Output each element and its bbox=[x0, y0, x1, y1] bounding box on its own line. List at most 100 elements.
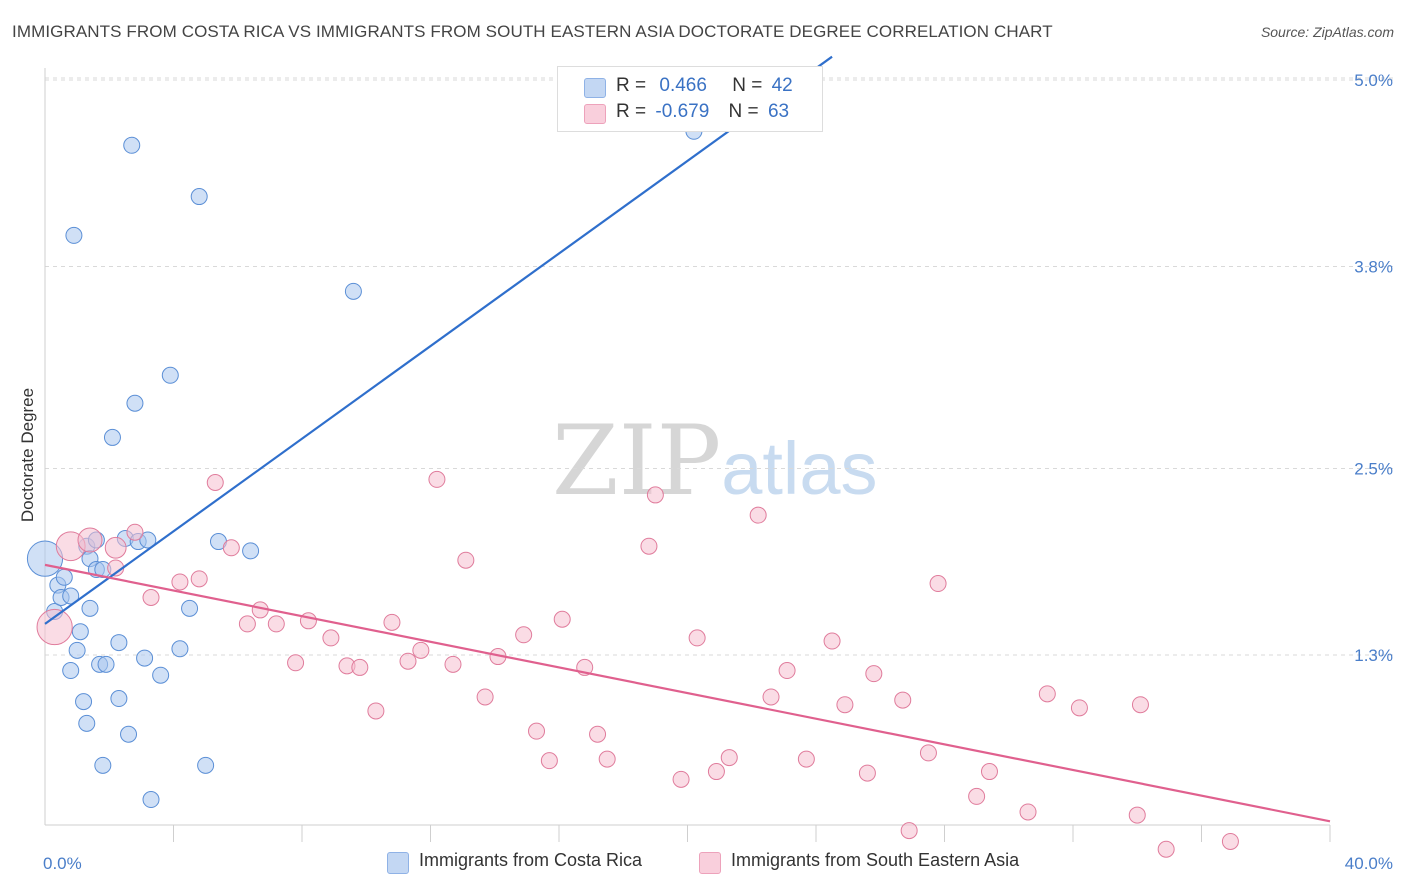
data-point-costa-rica bbox=[190, 188, 208, 206]
data-point-se-asia bbox=[980, 763, 998, 781]
grid-lines bbox=[45, 77, 1395, 656]
data-point-se-asia bbox=[367, 702, 385, 720]
data-point-se-asia bbox=[399, 652, 417, 670]
data-point-costa-rica bbox=[110, 690, 128, 708]
data-point-se-asia bbox=[1038, 685, 1056, 703]
legend-n-label: N = bbox=[728, 101, 759, 122]
data-point-costa-rica bbox=[62, 587, 80, 605]
data-point-se-asia bbox=[1128, 806, 1146, 824]
data-point-se-asia bbox=[104, 536, 127, 559]
data-point-costa-rica bbox=[97, 655, 115, 673]
series-legend: Immigrants from Costa Rica Immigrants fr… bbox=[0, 850, 1406, 878]
watermark-zip: ZIP bbox=[552, 405, 722, 517]
data-point-se-asia bbox=[762, 688, 780, 706]
data-point-se-asia bbox=[444, 655, 462, 673]
data-point-se-asia bbox=[968, 787, 986, 805]
legend-r-label: R = bbox=[616, 101, 647, 122]
data-point-se-asia bbox=[1157, 840, 1175, 858]
y-tick-label: 3.8% bbox=[1354, 257, 1393, 276]
data-point-costa-rica bbox=[110, 634, 128, 652]
data-point-costa-rica bbox=[65, 226, 83, 244]
series-swatch-se-asia bbox=[699, 852, 721, 874]
data-point-se-asia bbox=[190, 570, 208, 588]
data-point-costa-rica bbox=[62, 662, 80, 680]
data-point-se-asia bbox=[287, 654, 305, 672]
axes bbox=[44, 68, 1331, 842]
data-point-se-asia bbox=[929, 575, 947, 593]
data-point-costa-rica bbox=[161, 366, 179, 384]
data-point-costa-rica bbox=[81, 599, 99, 617]
data-point-se-asia bbox=[238, 615, 256, 633]
data-point-costa-rica bbox=[126, 394, 144, 412]
data-point-se-asia bbox=[476, 688, 494, 706]
data-point-se-asia bbox=[428, 470, 446, 488]
data-point-costa-rica bbox=[142, 791, 160, 809]
data-point-costa-rica bbox=[197, 756, 215, 774]
data-point-se-asia bbox=[126, 523, 144, 541]
trend-line-costa-rica bbox=[44, 55, 833, 625]
data-point-se-asia bbox=[457, 551, 475, 569]
legend: R = 0.466 N = 42 R = -0.679 N = 63 bbox=[557, 66, 823, 132]
data-point-se-asia bbox=[919, 744, 937, 762]
data-point-se-asia bbox=[589, 725, 607, 743]
axis-labels: 1.3% 2.5% 3.8% 5.0% 0.0% 40.0% Doctorate Degre… bbox=[18, 71, 1393, 873]
trend-line-se-asia bbox=[44, 563, 1331, 823]
data-point-costa-rica bbox=[94, 756, 112, 774]
data-point-se-asia bbox=[720, 749, 738, 767]
data-point-costa-rica bbox=[181, 599, 199, 617]
data-point-se-asia bbox=[836, 696, 854, 714]
y-tick-label: 1.3% bbox=[1354, 646, 1393, 665]
data-point-se-asia bbox=[707, 763, 725, 781]
chart-title: IMMIGRANTS FROM COSTA RICA VS IMMIGRANTS… bbox=[12, 22, 1053, 41]
legend-swatch-se-asia bbox=[584, 104, 606, 124]
data-point-se-asia bbox=[142, 589, 160, 606]
data-point-se-asia bbox=[222, 539, 240, 557]
data-point-se-asia bbox=[797, 750, 815, 768]
data-point-se-asia bbox=[267, 615, 285, 633]
data-point-se-asia bbox=[823, 632, 841, 650]
series-legend-se-asia: Immigrants from South Eastern Asia bbox=[699, 850, 1020, 874]
data-point-costa-rica bbox=[242, 542, 260, 560]
series-name-costa-rica: Immigrants from Costa Rica bbox=[419, 850, 643, 870]
data-point-se-asia bbox=[640, 537, 658, 555]
data-point-costa-rica bbox=[344, 282, 362, 300]
data-point-se-asia bbox=[540, 752, 558, 770]
data-point-costa-rica bbox=[139, 531, 157, 549]
y-axis-title: Doctorate Degree bbox=[18, 388, 37, 522]
legend-n-value: 42 bbox=[771, 75, 793, 96]
data-point-se-asia bbox=[322, 629, 340, 647]
y-tick-label: 5.0% bbox=[1354, 71, 1393, 90]
trend-lines bbox=[44, 55, 1331, 823]
data-point-se-asia bbox=[206, 474, 224, 491]
data-point-costa-rica bbox=[68, 641, 86, 659]
data-point-se-asia bbox=[77, 527, 103, 553]
legend-n-value: 63 bbox=[767, 101, 790, 122]
data-point-se-asia bbox=[412, 641, 430, 659]
data-point-costa-rica bbox=[103, 428, 121, 446]
legend-r-value: -0.679 bbox=[655, 101, 710, 122]
data-point-se-asia bbox=[672, 770, 690, 788]
data-point-se-asia bbox=[383, 613, 401, 631]
series-name-se-asia: Immigrants from South Eastern Asia bbox=[731, 850, 1020, 870]
data-point-costa-rica bbox=[123, 136, 141, 154]
watermark: ZIPatlas bbox=[552, 405, 878, 517]
series-legend-costa-rica: Immigrants from Costa Rica bbox=[387, 850, 643, 874]
data-point-se-asia bbox=[749, 506, 767, 524]
legend-r-label: R = bbox=[616, 75, 647, 96]
data-point-costa-rica bbox=[152, 666, 170, 684]
x-tick-label: 40.0% bbox=[1345, 854, 1393, 873]
data-point-costa-rica bbox=[75, 693, 93, 711]
data-point-se-asia bbox=[553, 610, 571, 628]
data-point-se-asia bbox=[894, 691, 912, 709]
legend-r-value: 0.466 bbox=[659, 75, 707, 96]
data-point-costa-rica bbox=[171, 640, 189, 658]
data-point-se-asia bbox=[858, 764, 876, 782]
data-point-se-asia bbox=[778, 662, 796, 680]
series-swatch-costa-rica bbox=[387, 852, 409, 874]
data-point-costa-rica bbox=[78, 714, 96, 732]
data-point-se-asia bbox=[688, 629, 706, 647]
source-label: Source: ZipAtlas.com bbox=[1260, 24, 1394, 40]
data-point-costa-rica bbox=[120, 725, 138, 743]
data-point-se-asia bbox=[351, 658, 369, 676]
